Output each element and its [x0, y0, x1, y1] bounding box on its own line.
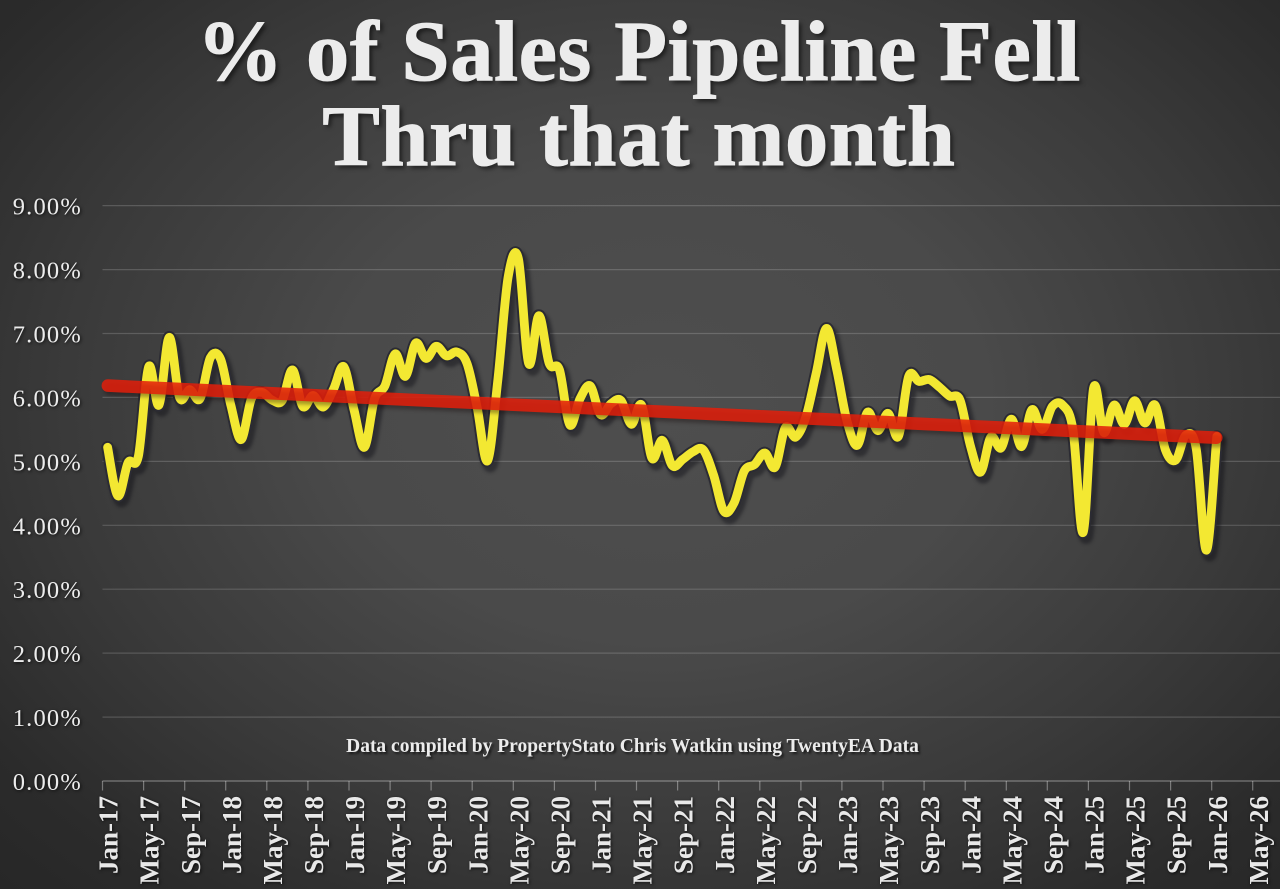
svg-text:May-24: May-24	[997, 796, 1027, 884]
svg-text:May-25: May-25	[1121, 796, 1151, 884]
svg-text:6.00%: 6.00%	[13, 385, 82, 412]
svg-text:7.00%: 7.00%	[13, 322, 82, 349]
svg-text:5.00%: 5.00%	[13, 449, 82, 476]
svg-text:May-17: May-17	[135, 796, 165, 884]
svg-text:Jan-25: Jan-25	[1080, 796, 1110, 874]
svg-text:Sep-19: Sep-19	[422, 796, 452, 874]
svg-text:Jan-23: Jan-23	[833, 796, 863, 874]
svg-text:9.00%: 9.00%	[13, 194, 82, 221]
svg-text:May-22: May-22	[751, 796, 781, 884]
svg-text:4.00%: 4.00%	[13, 513, 82, 540]
svg-text:Sep-20: Sep-20	[546, 796, 576, 874]
svg-text:May-19: May-19	[381, 796, 411, 884]
svg-text:0.00%: 0.00%	[13, 769, 82, 796]
svg-text:May-18: May-18	[258, 796, 288, 884]
svg-text:Sep-24: Sep-24	[1038, 796, 1068, 874]
svg-text:Jan-21: Jan-21	[587, 796, 617, 874]
svg-text:2.00%: 2.00%	[13, 641, 82, 668]
svg-text:1.00%: 1.00%	[13, 705, 82, 732]
svg-text:May-21: May-21	[628, 796, 658, 884]
svg-text:Jan-20: Jan-20	[463, 796, 493, 874]
svg-text:Jan-18: Jan-18	[217, 796, 247, 874]
svg-text:Sep-25: Sep-25	[1162, 796, 1192, 874]
svg-text:3.00%: 3.00%	[13, 577, 82, 604]
svg-text:Jan-26: Jan-26	[1203, 796, 1233, 874]
svg-text:Sep-18: Sep-18	[299, 796, 329, 874]
svg-text:May-23: May-23	[874, 796, 904, 884]
svg-text:May-26: May-26	[1244, 796, 1274, 884]
svg-text:Sep-17: Sep-17	[176, 796, 206, 874]
svg-text:Sep-22: Sep-22	[792, 796, 822, 874]
svg-text:8.00%: 8.00%	[13, 258, 82, 285]
svg-text:May-20: May-20	[504, 796, 534, 884]
svg-text:Jan-17: Jan-17	[94, 796, 124, 874]
svg-text:Sep-21: Sep-21	[669, 796, 699, 874]
svg-text:Jan-19: Jan-19	[340, 796, 370, 874]
svg-text:Sep-23: Sep-23	[915, 796, 945, 874]
svg-text:Jan-22: Jan-22	[710, 796, 740, 874]
svg-text:Jan-24: Jan-24	[956, 796, 986, 874]
